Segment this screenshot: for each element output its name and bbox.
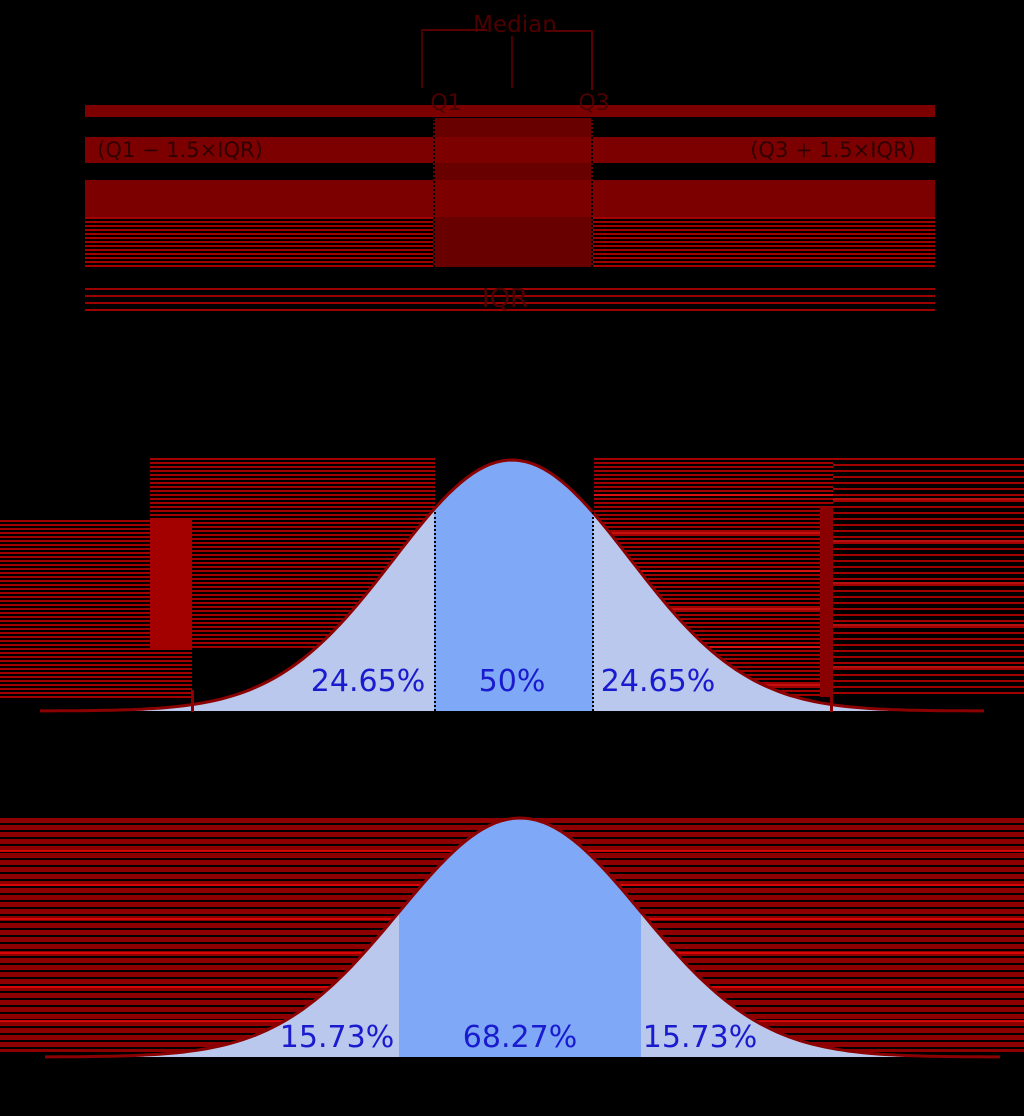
iqr-label: IQR bbox=[481, 284, 529, 314]
lower-fence-label: (Q1 − 1.5×IQR) bbox=[97, 138, 263, 162]
median-pointer-v bbox=[511, 36, 513, 88]
mid-red-artifact-bar bbox=[820, 507, 833, 697]
q1-label: Q1 bbox=[430, 91, 462, 116]
bottom-left-percent-label: 15.73% bbox=[279, 1020, 395, 1055]
mid-center-percent-label: 50% bbox=[478, 664, 546, 699]
scanline-stripes-iqr-row bbox=[85, 288, 935, 314]
median-connector-right-h bbox=[545, 30, 593, 32]
mid-q1-dotted-line bbox=[434, 512, 436, 711]
q3-label: Q3 bbox=[578, 91, 610, 116]
median-connector-left-h bbox=[421, 29, 487, 31]
mid-stripes-far-right bbox=[833, 458, 1024, 697]
mid-stripes-left-high bbox=[150, 458, 435, 648]
upper-fence-label: (Q3 + 1.5×IQR) bbox=[750, 138, 916, 162]
median-connector-left-v bbox=[421, 29, 423, 88]
median-label: Median bbox=[473, 12, 557, 38]
scanline-band-labels bbox=[85, 137, 935, 163]
mid-left-whisker-tick bbox=[191, 690, 194, 712]
mid-stripes-right bbox=[594, 458, 833, 697]
mid-q3-dotted-line bbox=[592, 512, 594, 711]
scanline-band-top bbox=[85, 105, 935, 117]
mid-left-percent-label: 24.65% bbox=[310, 664, 426, 699]
mid-right-whisker-tick bbox=[830, 690, 833, 712]
bottom-right-percent-label: 15.73% bbox=[642, 1020, 758, 1055]
q1-dotted-line-box bbox=[433, 118, 435, 267]
bottom-center-percent-label: 68.27% bbox=[462, 1020, 578, 1055]
q3-dotted-line-box bbox=[591, 118, 593, 267]
median-connector-right-v bbox=[591, 30, 593, 90]
bottom-stripes bbox=[0, 818, 1024, 1052]
scanline-band-whisker bbox=[85, 180, 935, 217]
mid-right-percent-label: 24.65% bbox=[600, 664, 716, 699]
